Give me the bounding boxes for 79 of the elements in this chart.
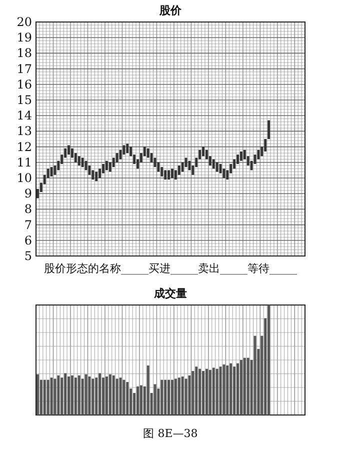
y-tick-label: 7 [24, 218, 32, 232]
bar [88, 376, 91, 415]
bar [98, 373, 102, 415]
bar [171, 168, 174, 178]
bar [212, 159, 215, 169]
bar [230, 363, 232, 415]
bar [171, 380, 174, 415]
bar [92, 378, 94, 415]
bar [78, 375, 80, 415]
bar [164, 170, 167, 180]
bar [136, 386, 139, 415]
bar [202, 371, 204, 415]
bar [74, 378, 77, 415]
bar [233, 366, 236, 415]
chart-title: 股价 [158, 4, 182, 17]
bar [140, 385, 142, 415]
y-tick-label: 16 [16, 77, 32, 92]
y-tick-label: 15 [16, 93, 32, 107]
y-tick-label: 17 [16, 62, 32, 76]
chart-title: 成交量 [153, 287, 187, 300]
bar [68, 376, 70, 415]
bar [243, 358, 246, 415]
bar [108, 374, 112, 415]
bar [95, 172, 98, 182]
bar [164, 380, 167, 415]
bar [246, 358, 250, 415]
bar [46, 380, 50, 415]
bar [116, 378, 118, 415]
bar [64, 373, 67, 415]
bar [81, 378, 84, 415]
bar [202, 146, 204, 156]
bar [268, 120, 270, 139]
bar [216, 162, 218, 172]
bar [105, 160, 108, 170]
y-tick-label: 14 [16, 108, 32, 123]
y-tick-label: 20 [16, 15, 32, 29]
y-tick-label: 11 [16, 155, 32, 170]
bar [146, 366, 150, 415]
bar [112, 375, 115, 415]
bar [68, 145, 70, 155]
bar [198, 368, 202, 415]
bar [126, 382, 129, 415]
bar [36, 374, 39, 415]
bar [195, 366, 198, 415]
bar [226, 366, 229, 415]
y-tick-label: 10 [16, 171, 32, 185]
bar [160, 380, 164, 415]
bar [43, 380, 46, 415]
bar [208, 370, 212, 415]
bar [122, 380, 126, 415]
y-tick-label: 13 [16, 124, 32, 138]
bar [105, 376, 108, 415]
bar [168, 170, 170, 180]
caption: 图 8E—38 [143, 427, 198, 440]
y-tick-label: 6 [24, 233, 32, 248]
bar [174, 378, 177, 415]
bar [178, 378, 180, 415]
bar [206, 368, 208, 415]
y-tick-label: 9 [24, 186, 32, 201]
bar [78, 156, 80, 166]
y-tick-label: 12 [16, 140, 32, 154]
bar [240, 151, 242, 161]
y-tick-label: 19 [16, 30, 32, 45]
text: 股价形态的名称_____买进_____卖出_____等待_____ [44, 262, 298, 275]
y-tick-label: 18 [16, 46, 32, 60]
bar [222, 364, 226, 415]
bar [268, 305, 270, 415]
bar [212, 368, 215, 415]
bar [236, 363, 239, 415]
bar [126, 144, 129, 154]
y-tick-label: 5 [24, 249, 32, 263]
bar [81, 158, 84, 168]
bar [216, 368, 218, 415]
bar [181, 376, 184, 415]
bar [240, 360, 242, 415]
bar [57, 375, 60, 415]
bar [71, 375, 74, 415]
bar [168, 380, 170, 415]
y-tick-label: 8 [24, 202, 32, 216]
